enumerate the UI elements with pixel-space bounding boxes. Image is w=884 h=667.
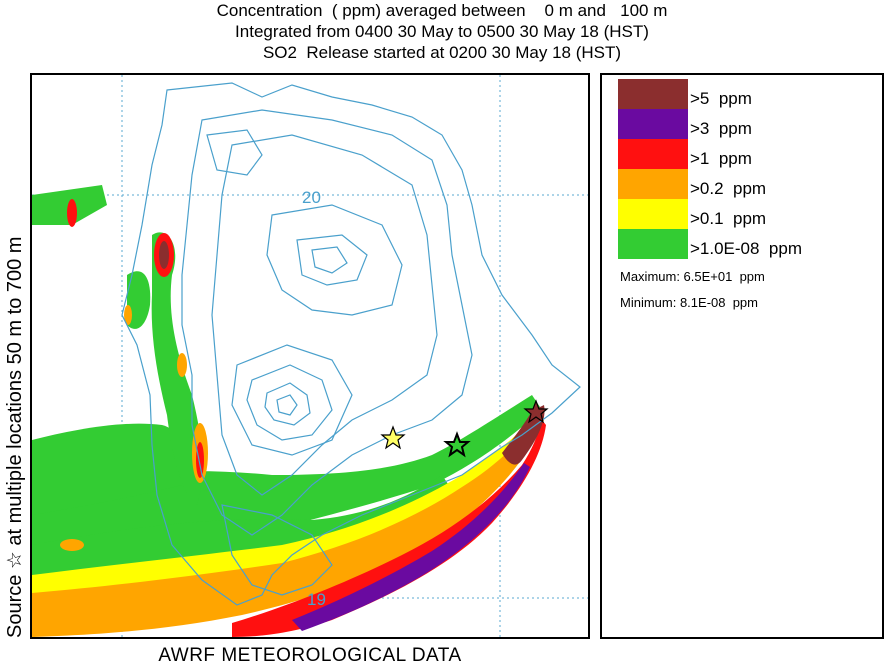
contour-9 — [276, 394, 298, 416]
hotspot-3 — [67, 199, 77, 227]
legend-swatch — [618, 229, 688, 259]
legend-swatch — [618, 199, 688, 229]
legend-panel: >5 ppm >3 ppm >1 ppm >0.2 ppm >0.1 ppm >1.0E-… — [600, 73, 884, 639]
terrain-contours — [121, 82, 581, 606]
contour-5 — [311, 246, 348, 274]
title-line-2: Integrated from 0400 30 May to 0500 30 M… — [235, 22, 649, 41]
source-star-icon[interactable] — [523, 399, 549, 424]
dispersion-map[interactable]: 20 19 — [30, 73, 590, 639]
plume-green-north2 — [127, 271, 151, 329]
plume-purple — [292, 463, 530, 631]
contour-7 — [246, 364, 333, 441]
contour-1 — [181, 109, 473, 536]
contour-label-19: 19 — [307, 590, 326, 609]
contour-label-20: 20 — [302, 188, 321, 207]
legend-label: >5 ppm — [690, 89, 752, 108]
source-star-icon[interactable] — [443, 431, 471, 458]
hotspot-2-inner — [196, 442, 204, 478]
coastline — [121, 82, 581, 606]
hotspot-6 — [60, 539, 84, 551]
hotspot-1-inner — [159, 241, 169, 269]
legend-swatch — [618, 79, 688, 109]
source-markers — [380, 399, 549, 458]
minimum-value: Minimum: 8.1E-08 ppm — [620, 295, 758, 310]
contour-4 — [296, 234, 368, 286]
legend-label: >0.1 ppm — [690, 209, 767, 228]
contour-10 — [206, 129, 263, 176]
legend-swatch — [618, 169, 688, 199]
contour-8 — [264, 382, 311, 426]
hotspot-5 — [177, 353, 187, 377]
title-line-1: Concentration ( ppm) averaged between 0 … — [216, 1, 668, 20]
contour-11 — [221, 504, 333, 596]
legend-swatch — [618, 109, 688, 139]
concentration-plume — [32, 185, 546, 637]
legend-label: >3 ppm — [690, 119, 752, 138]
contour-6 — [231, 344, 353, 456]
map-canvas: 20 19 — [32, 75, 588, 637]
x-axis-label: AWRF METEOROLOGICAL DATA — [158, 645, 462, 666]
source-star-icon[interactable] — [380, 425, 406, 450]
hotspot-4 — [124, 305, 132, 325]
y-axis-label: Source ☆ at multiple locations 50 m to 7… — [4, 237, 26, 638]
y-axis-label-text: Source ☆ at multiple locations 50 m to 7… — [4, 237, 26, 638]
contour-3 — [266, 204, 403, 316]
plume-green-coast — [151, 232, 203, 506]
legend-label: >1 ppm — [690, 149, 752, 168]
plume-orange — [32, 413, 544, 637]
legend-label: >0.2 ppm — [690, 179, 767, 198]
contour-2 — [211, 134, 438, 496]
title-line-3: SO2 Release started at 0200 30 May 18 (H… — [262, 43, 622, 62]
legend-swatch — [618, 139, 688, 169]
lat-lon-grid — [32, 75, 588, 637]
legend-label: >1.0E-08 ppm — [690, 239, 802, 258]
maximum-value: Maximum: 6.5E+01 ppm — [620, 269, 765, 284]
plume-green-west — [32, 423, 186, 515]
